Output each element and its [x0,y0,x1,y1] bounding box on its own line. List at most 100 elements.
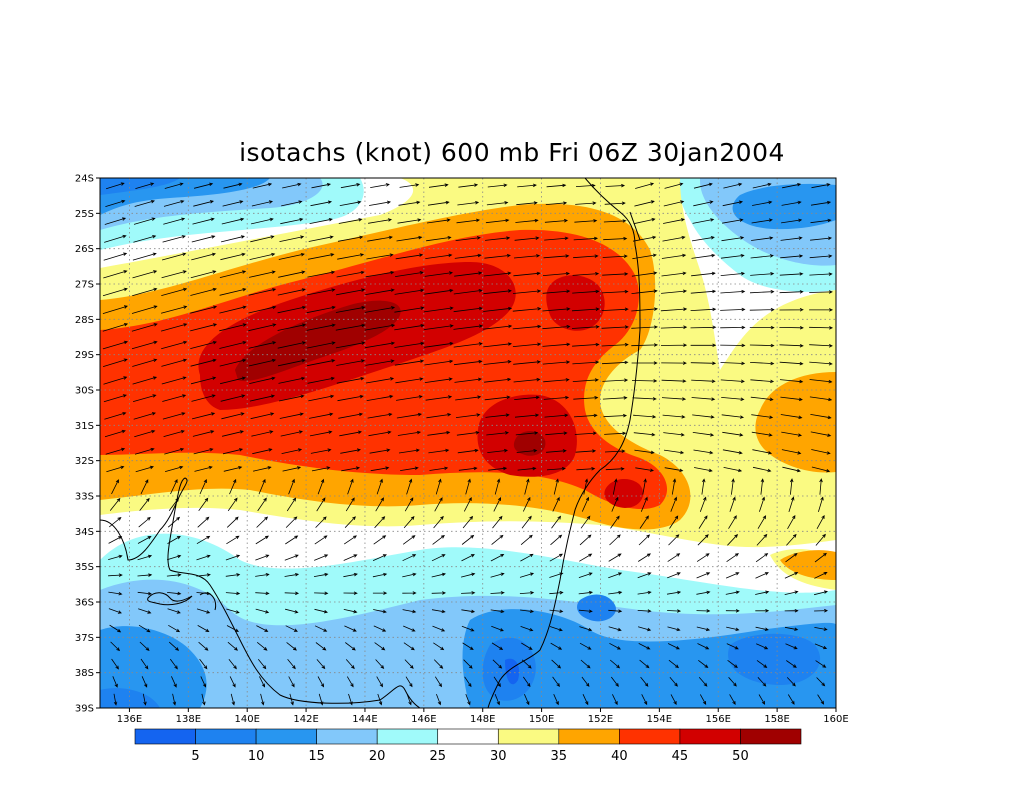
lat-tick-label: 35S [75,562,94,573]
wind-arrow [609,659,621,669]
wind-arrow [637,572,652,579]
wind-arrow [580,659,591,669]
wind-arrow [701,478,706,495]
wind-arrow [249,376,276,384]
wind-arrow [198,497,209,512]
wind-arrow [631,325,659,329]
wind-arrow [668,534,680,546]
colorbar-swatch [740,728,802,745]
wind-arrow [193,200,214,207]
wind-arrow [436,693,442,706]
wind-arrow [199,658,208,670]
wind-arrow [251,200,273,207]
wind-arrow [252,448,273,455]
wind-arrow [784,626,799,631]
wind-arrow [109,624,122,633]
wind-arrow [131,305,158,314]
wind-arrow [696,572,711,579]
wind-arrow [461,609,476,614]
wind-arrow [816,515,825,529]
wind-arrow [640,496,648,512]
wind-arrow [789,478,794,495]
wind-arrow [661,253,687,259]
wind-arrow [818,496,824,513]
wind-arrow [809,290,833,294]
wind-arrow [637,626,652,632]
wind-arrow [369,448,391,454]
wind-arrow [137,536,152,544]
wind-arrow [395,253,424,260]
wind-arrow [402,609,417,614]
wind-arrow [490,553,505,562]
wind-arrow [693,200,714,207]
wind-arrow [605,467,625,471]
wind-arrow [640,676,649,687]
wind-arrow [251,430,274,437]
wind-arrow [162,235,186,243]
wind-arrow [782,183,802,189]
wind-arrow [140,658,149,670]
colorbar-swatch [558,728,620,745]
wind-arrow [281,200,303,207]
wind-arrow [485,218,510,224]
wind-arrow [697,643,710,650]
wind-arrow [142,693,147,706]
wind-arrow [425,395,453,401]
wind-arrow [696,626,711,632]
wind-arrow [574,219,598,223]
wind-arrow [667,609,682,613]
wind-arrow [545,201,568,205]
wind-arrow [138,624,151,633]
wind-arrow [190,305,218,314]
wind-arrow [306,305,336,314]
wind-arrow [168,497,179,511]
lat-tick-label: 24S [75,174,94,185]
wind-arrow [816,677,826,687]
wind-arrow [314,591,329,595]
wind-arrow [402,535,416,545]
wind-arrow [373,625,387,632]
wind-arrow [340,183,361,189]
wind-arrow [751,236,774,241]
lon-tick-label: 160E [823,714,848,725]
wind-arrow [453,289,483,295]
wind-arrow [757,677,767,687]
wind-arrow [519,591,535,595]
wind-arrow [631,343,659,347]
wind-arrow [720,271,746,276]
wind-arrow [279,235,305,242]
wind-arrow [318,693,324,706]
wind-arrow [463,496,472,512]
wind-arrow [512,324,542,330]
wind-arrow [611,496,619,512]
wind-arrow [609,642,622,650]
wind-arrow [608,572,623,579]
wind-arrow [553,478,559,495]
wind-arrow [722,218,744,224]
wind-arrow [427,200,450,206]
wind-arrow [227,641,238,651]
wind-arrow [749,289,775,294]
wind-arrow [543,395,570,400]
wind-arrow [336,359,366,366]
wind-arrow [403,642,415,651]
wind-arrow [490,591,505,595]
wind-arrow [660,343,688,347]
wind-arrow [484,253,511,259]
wind-arrow [692,414,715,419]
wind-arrow [424,271,453,277]
wind-arrow [491,534,504,545]
wind-arrow [343,535,357,545]
wind-arrow [637,609,652,613]
wind-arrow [137,554,153,561]
wind-arrow [755,572,769,579]
wind-arrow [306,288,336,296]
wind-arrow [106,465,125,473]
wind-arrow [573,236,599,241]
wind-arrow [170,478,178,495]
wind-arrow [425,253,453,259]
wind-arrow [814,590,828,596]
wind-arrow [197,516,210,528]
wind-arrow [191,394,216,402]
wind-arrow [281,448,303,454]
